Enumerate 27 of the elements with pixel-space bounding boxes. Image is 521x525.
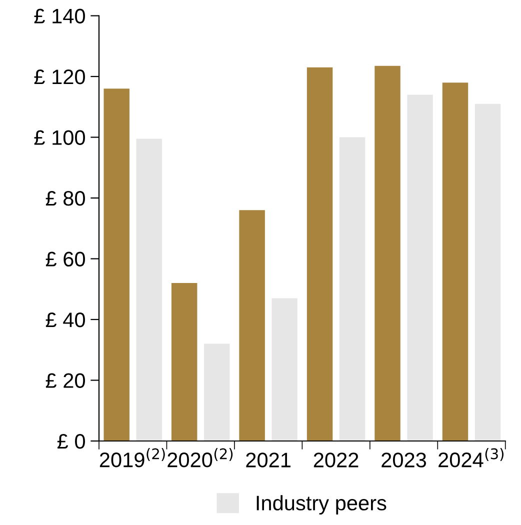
bar <box>239 210 265 441</box>
bar <box>306 67 333 441</box>
bar <box>339 137 366 441</box>
y-tick-label: £ 80 <box>46 191 85 206</box>
bar <box>272 298 298 441</box>
bar <box>204 344 230 441</box>
bar <box>442 82 468 441</box>
y-tick-label: £ 0 <box>57 434 85 449</box>
bar <box>136 138 162 441</box>
x-tick-label: 2024$^{(3)}$ <box>438 448 504 468</box>
x-tick-label: 2019$^{(2)}$ <box>100 448 165 468</box>
legend-label: Industry peers <box>256 495 386 515</box>
bar <box>104 88 130 441</box>
y-tick-label: £ 140 <box>34 8 85 24</box>
x-tick-label: 2022 <box>314 452 358 468</box>
bar <box>374 66 400 441</box>
x-tick-label: 2020$^{(2)}$ <box>168 448 233 468</box>
x-tick-label: 2023 <box>382 452 426 468</box>
bar <box>474 104 501 441</box>
y-tick-label: £ 120 <box>34 70 85 84</box>
bar <box>407 94 433 441</box>
y-tick-label: £ 20 <box>46 373 85 388</box>
y-tick-label: £ 100 <box>34 130 85 146</box>
y-tick-label: £ 40 <box>46 312 85 328</box>
x-tick-label: 2021 <box>246 452 290 468</box>
bar <box>171 283 198 441</box>
y-tick-label: £ 60 <box>46 252 85 267</box>
